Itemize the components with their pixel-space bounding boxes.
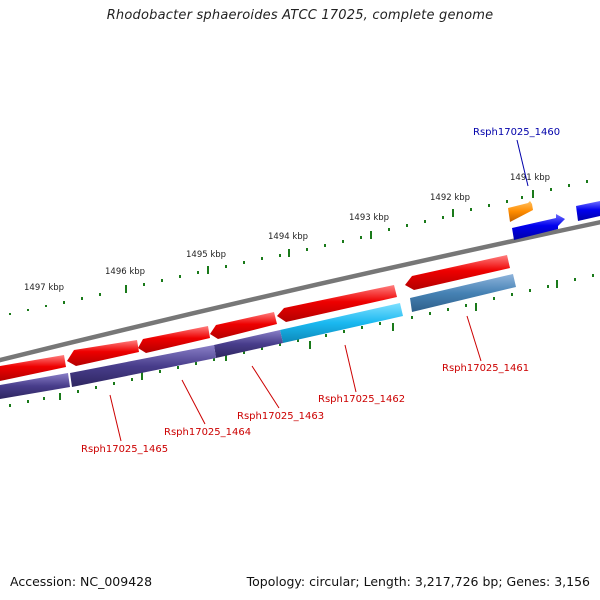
cds-reverse-1461[interactable]	[405, 255, 510, 290]
leader-1465	[109, 394, 122, 442]
scale-label-1492: 1492 kbp	[430, 193, 470, 203]
inner-scale-ring	[9, 274, 594, 407]
scale-label-1493: 1493 kbp	[349, 213, 389, 223]
gene-label-1460[interactable]: Rsph17025_1460	[473, 127, 560, 138]
reverse-cds-row	[0, 255, 510, 381]
gene-feature-1464[interactable]	[70, 345, 216, 387]
cds-forward-1460[interactable]	[512, 214, 565, 240]
leader-1461	[466, 315, 482, 362]
gene-feature-1463[interactable]	[214, 330, 283, 358]
scale-label-1494: 1494 kbp	[268, 232, 308, 242]
gene-label-1461[interactable]: Rsph17025_1461	[442, 363, 529, 374]
gene-label-1462[interactable]: Rsph17025_1462	[318, 394, 405, 405]
leader-1460	[516, 139, 529, 187]
gene-feature-1462[interactable]	[280, 303, 403, 343]
leader-1463	[251, 365, 280, 409]
cds-reverse-1465[interactable]	[67, 340, 139, 366]
scale-label-1491: 1491 kbp	[510, 173, 550, 183]
leader-1464	[181, 379, 206, 425]
cds-forward-right-edge[interactable]	[576, 201, 600, 221]
cds-reverse-1462[interactable]	[277, 285, 397, 322]
rna-feature-1460[interactable]	[508, 201, 533, 222]
gene-feature-1461[interactable]	[410, 274, 516, 312]
gene-feature-1465[interactable]	[0, 373, 70, 399]
cds-reverse-1463[interactable]	[210, 312, 277, 339]
scale-label-1497: 1497 kbp	[24, 283, 64, 293]
leader-1462	[344, 344, 357, 393]
scale-label-1495: 1495 kbp	[186, 250, 226, 260]
scale-label-1496: 1496 kbp	[105, 267, 145, 277]
outer-scale-ring	[9, 180, 588, 315]
map-title: Rhodobacter sphaeroides ATCC 17025, comp…	[106, 8, 494, 23]
gene-feature-row	[0, 274, 516, 399]
cds-reverse-left-edge[interactable]	[0, 355, 66, 381]
gene-label-1465[interactable]: Rsph17025_1465	[81, 444, 168, 455]
cds-reverse-1464[interactable]	[138, 326, 210, 353]
accession-label: Accession: NC_009428	[10, 574, 153, 589]
gene-label-1464[interactable]: Rsph17025_1464	[164, 427, 251, 438]
gene-label-1463[interactable]: Rsph17025_1463	[237, 411, 324, 422]
genome-backbone	[0, 219, 600, 363]
genome-summary: Topology: circular; Length: 3,217,726 bp…	[246, 574, 590, 589]
